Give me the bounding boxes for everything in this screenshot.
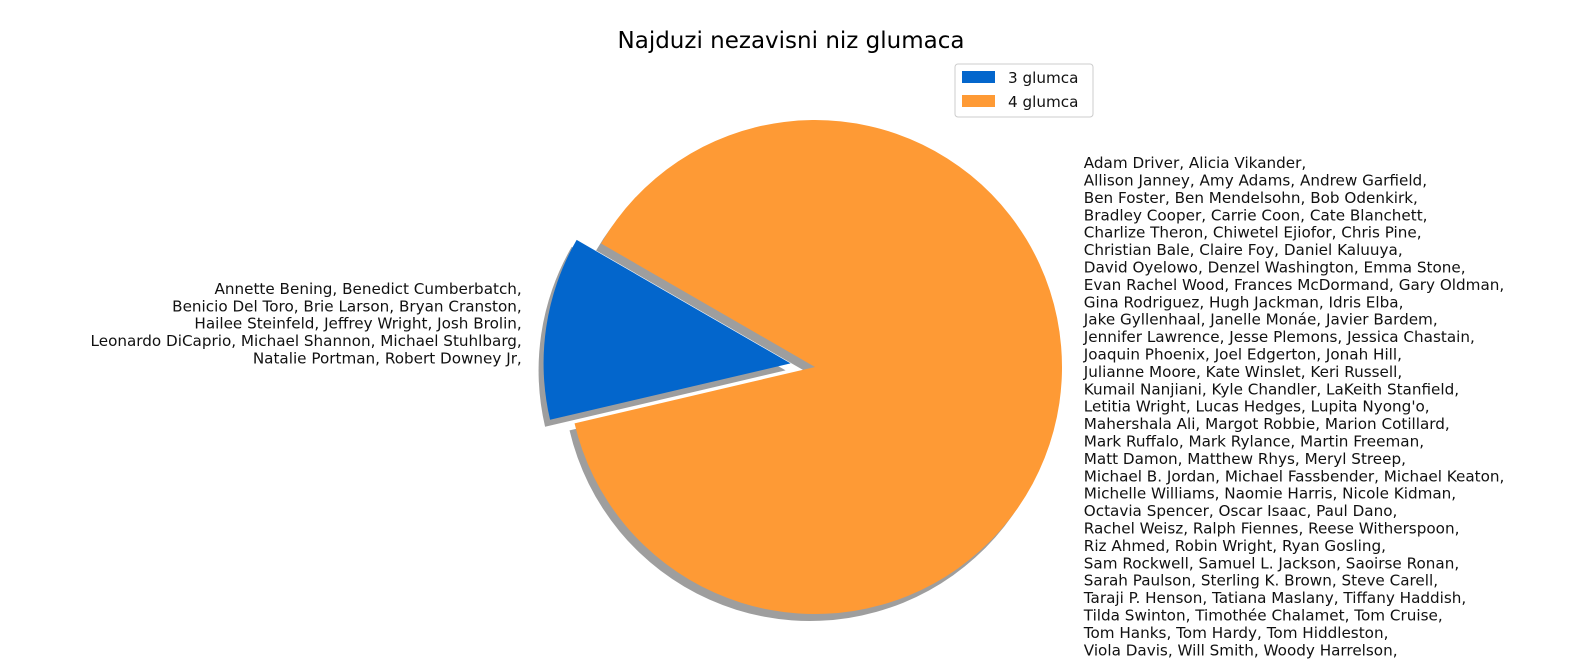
- slice-label-line: Taraji P. Henson, Tatiana Maslany, Tiffa…: [1083, 589, 1466, 607]
- slice-label-line: Tilda Swinton, Timothée Chalamet, Tom Cr…: [1083, 606, 1443, 624]
- slice-label-line: Mahershala Ali, Margot Robbie, Marion Co…: [1084, 415, 1450, 433]
- legend-swatch: [962, 95, 995, 107]
- slice-label-line: Jennifer Lawrence, Jesse Plemons, Jessic…: [1083, 328, 1475, 346]
- slice-label-line: Joaquin Phoenix, Joel Edgerton, Jonah Hi…: [1083, 345, 1402, 363]
- slice-label-line: Michael B. Jordan, Michael Fassbender, M…: [1084, 467, 1505, 485]
- slice-label-line: Bradley Cooper, Carrie Coon, Cate Blanch…: [1084, 206, 1428, 224]
- slice-label-line: Matt Damon, Matthew Rhys, Meryl Streep,: [1084, 450, 1406, 468]
- slice-label-line: Jake Gyllenhaal, Janelle Monáe, Javier B…: [1083, 311, 1438, 329]
- slice-label-line: Viola Davis, Will Smith, Woody Harrelson…: [1084, 641, 1398, 659]
- slice-label-line: Allison Janney, Amy Adams, Andrew Garfie…: [1084, 171, 1427, 189]
- slice-label-3-glumca: Annette Bening, Benedict Cumberbatch, Ben…: [91, 280, 522, 368]
- slice-label-line: Ben Foster, Ben Mendelsohn, Bob Odenkirk…: [1084, 189, 1418, 207]
- legend-label: 3 glumca: [1008, 69, 1078, 87]
- slice-label-line: Octavia Spencer, Oscar Isaac, Paul Dano,: [1084, 502, 1398, 520]
- slice-label-line: Leonardo DiCaprio, Michael Shannon, Mich…: [91, 332, 522, 350]
- slice-label-line: Hailee Steinfeld, Jeffrey Wright, Josh B…: [194, 315, 521, 333]
- slices: [543, 120, 1062, 615]
- legend-swatch: [962, 71, 995, 83]
- slice-label-line: Gina Rodriguez, Hugh Jackman, Idris Elba…: [1084, 293, 1404, 311]
- slice-3-glumca: [543, 239, 791, 420]
- slice-label-line: Letitia Wright, Lucas Hedges, Lupita Nyo…: [1084, 398, 1430, 416]
- slice-labels: Annette Bening, Benedict Cumberbatch, Ben…: [91, 154, 1505, 659]
- slice-label-line: Evan Rachel Wood, Frances McDormand, Gar…: [1084, 276, 1504, 294]
- legend: 3 glumca 4 glumca: [954, 63, 1094, 118]
- slice-4-glumca: [574, 120, 1062, 615]
- slice-label-line: Michelle Williams, Naomie Harris, Nicole…: [1084, 485, 1456, 503]
- slice-label-line: Sam Rockwell, Samuel L. Jackson, Saoirse…: [1084, 554, 1459, 572]
- chart-title: Najduzi nezavisni niz glumaca: [618, 28, 965, 54]
- slice-label-line: Charlize Theron, Chiwetel Ejiofor, Chris…: [1084, 224, 1422, 242]
- slice-label-line: Adam Driver, Alicia Vikander,: [1084, 154, 1306, 172]
- slice-label-line: Rachel Weisz, Ralph Fiennes, Reese Withe…: [1084, 519, 1460, 537]
- slice-label-line: Kumail Nanjiani, Kyle Chandler, LaKeith …: [1084, 380, 1459, 398]
- slice-label-line: Riz Ahmed, Robin Wright, Ryan Gosling,: [1084, 537, 1386, 555]
- slice-label-line: Mark Ruffalo, Mark Rylance, Martin Freem…: [1084, 432, 1424, 450]
- slice-label-line: Tom Hanks, Tom Hardy, Tom Hiddleston,: [1083, 624, 1389, 642]
- legend-label: 4 glumca: [1008, 93, 1078, 111]
- slice-label-line: Sarah Paulson, Sterling K. Brown, Steve …: [1084, 572, 1438, 590]
- slice-label-line: David Oyelowo, Denzel Washington, Emma S…: [1084, 258, 1466, 276]
- slice-label-line: Annette Bening, Benedict Cumberbatch,: [214, 280, 521, 298]
- slice-label-line: Christian Bale, Claire Foy, Daniel Kaluu…: [1084, 241, 1403, 259]
- slice-label-4-glumca: Adam Driver, Alicia Vikander, Allison Jan…: [1083, 154, 1505, 659]
- slice-label-line: Julianne Moore, Kate Winslet, Keri Russe…: [1083, 363, 1402, 381]
- slice-label-line: Benicio Del Toro, Brie Larson, Bryan Cra…: [172, 297, 522, 315]
- slice-label-line: Natalie Portman, Robert Downey Jr,: [253, 350, 522, 368]
